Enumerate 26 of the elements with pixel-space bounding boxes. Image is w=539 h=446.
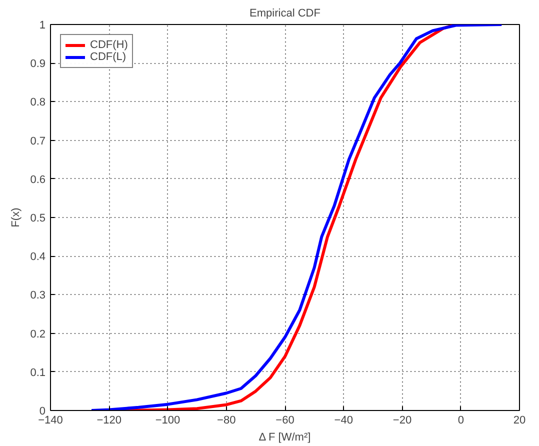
x-tick-label: −60 xyxy=(276,414,294,426)
y-tick-label: 1 xyxy=(39,20,46,32)
y-tick-label: 0.9 xyxy=(30,58,46,70)
x-tick-label: 20 xyxy=(513,414,526,426)
y-tick-label: 0.4 xyxy=(30,251,46,264)
x-tick-label: 0 xyxy=(458,414,464,426)
y-tick-label: 0.8 xyxy=(30,96,46,109)
legend-label: CDF(L) xyxy=(90,51,126,63)
y-tick-label: 0.1 xyxy=(30,366,46,379)
x-tick-label: −20 xyxy=(392,414,412,426)
legend-label: CDF(H) xyxy=(90,39,128,51)
y-tick-label: 0.3 xyxy=(30,290,46,302)
x-tick-label: −120 xyxy=(96,414,122,426)
x-tick-label: −80 xyxy=(217,414,236,426)
x-axis-title: Δ F [W/m²] xyxy=(258,432,311,444)
x-tick-label: −40 xyxy=(334,414,353,426)
y-axis-title: F(x) xyxy=(10,208,22,228)
y-tick-label: 0.5 xyxy=(30,212,46,224)
x-tick-label: −100 xyxy=(155,414,180,426)
chart-title: Empirical CDF xyxy=(250,8,321,20)
x-tick-label: −140 xyxy=(38,414,63,426)
y-tick-label: 0 xyxy=(39,406,46,418)
y-tick-label: 0.2 xyxy=(30,328,46,340)
line-series xyxy=(90,24,504,410)
y-tick-label: 0.7 xyxy=(30,135,46,148)
y-tick-label: 0.6 xyxy=(30,174,46,186)
